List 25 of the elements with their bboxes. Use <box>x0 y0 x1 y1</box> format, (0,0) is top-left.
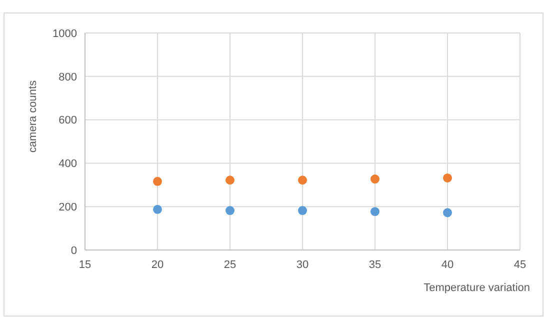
point <box>370 174 380 184</box>
x-tick-label: 30 <box>296 259 309 271</box>
x-tick-label: 15 <box>78 259 92 271</box>
y-tick-label: 800 <box>58 71 77 84</box>
y-tick-label: 1000 <box>52 28 77 40</box>
y-tick-label: 400 <box>58 158 77 170</box>
point <box>298 206 307 216</box>
x-tick-label: 35 <box>368 259 382 271</box>
point <box>226 176 234 185</box>
y-tick-label: 0 <box>70 244 77 257</box>
x-axis-title: Temperature variation <box>424 282 530 294</box>
x-tick-label: 25 <box>224 259 236 271</box>
point <box>226 206 234 216</box>
point <box>443 208 452 218</box>
y-tick-label: 200 <box>58 201 77 214</box>
point <box>153 176 162 186</box>
point <box>370 207 380 216</box>
x-tick-label: 40 <box>441 259 454 271</box>
point <box>443 173 452 182</box>
point <box>153 204 162 214</box>
x-tick-label: 20 <box>151 259 164 271</box>
y-axis-title: camera counts <box>27 80 39 153</box>
x-tick-label: 45 <box>514 259 526 271</box>
y-tick-label: 600 <box>58 114 77 127</box>
point <box>298 176 307 185</box>
